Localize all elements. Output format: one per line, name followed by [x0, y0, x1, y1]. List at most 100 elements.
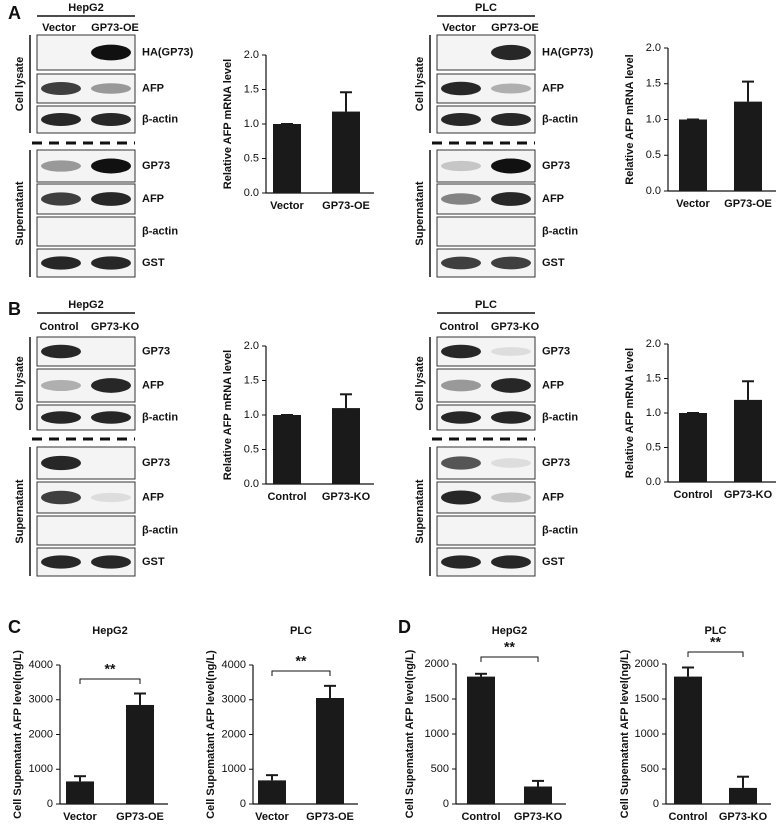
significance-bracket	[687, 651, 744, 657]
row-label: AFP	[542, 193, 564, 205]
y-tick-label: 1000	[635, 728, 659, 740]
band	[91, 555, 131, 569]
row-label: β-actin	[542, 113, 578, 125]
band	[41, 555, 81, 569]
y-tick-label: 1.0	[646, 407, 661, 419]
row-label: GST	[542, 257, 565, 269]
significance-bracket	[79, 678, 141, 684]
blot-box	[436, 515, 536, 546]
row-label: GST	[142, 556, 165, 568]
band	[41, 344, 81, 359]
group-label: Cell lysate	[14, 57, 26, 111]
significance-label: **	[710, 634, 721, 650]
band	[441, 555, 481, 569]
band	[91, 113, 131, 126]
row-label: GST	[142, 257, 165, 269]
y-tick-label: 0.0	[244, 187, 259, 199]
x-tick-label: Control	[668, 811, 707, 823]
y-tick-label: 2.0	[244, 49, 259, 61]
x-tick-label: GP73-OE	[322, 200, 370, 212]
bar	[273, 124, 301, 193]
band	[441, 193, 481, 205]
row-label: AFP	[542, 491, 564, 503]
y-tick-label: 500	[431, 763, 449, 775]
band	[91, 411, 131, 424]
group-label: Cell lysate	[414, 356, 426, 410]
x-tick-label: Vector	[255, 811, 289, 823]
band	[441, 160, 481, 172]
y-axis-label: Relative AFP mRNA level	[222, 59, 234, 189]
lane-label: Control	[39, 321, 78, 333]
y-tick-label: 4000	[29, 659, 53, 671]
blot-box	[36, 216, 136, 247]
bar	[273, 415, 301, 484]
panel-letter: B	[8, 299, 21, 319]
y-tick-label: 0.5	[244, 152, 259, 164]
bar	[674, 676, 702, 804]
x-tick-label: GP73-KO	[322, 491, 371, 503]
band	[441, 256, 481, 270]
y-tick-label: 2000	[29, 728, 53, 740]
group-label: Supernatant	[14, 479, 26, 544]
band	[441, 490, 481, 505]
y-tick-label: 1.5	[646, 372, 661, 384]
band	[491, 555, 531, 569]
x-tick-label: GP73-KO	[514, 811, 563, 823]
y-tick-label: 2.0	[646, 338, 661, 350]
y-tick-label: 2000	[425, 658, 449, 670]
significance-label: **	[504, 639, 515, 655]
significance-label: **	[296, 653, 307, 669]
y-tick-label: 0	[653, 798, 659, 810]
row-label: GP73	[142, 160, 170, 172]
y-tick-label: 0	[47, 798, 53, 810]
x-tick-label: Vector	[270, 200, 304, 212]
y-tick-label: 2000	[222, 728, 246, 740]
y-tick-label: 1500	[635, 693, 659, 705]
row-label: GST	[542, 556, 565, 568]
bar	[734, 101, 762, 191]
significance-bracket	[271, 670, 331, 676]
row-label: GP73	[142, 345, 170, 357]
y-tick-label: 0.0	[244, 478, 259, 490]
y-tick-label: 0.5	[646, 441, 661, 453]
row-label: AFP	[142, 193, 164, 205]
panel-letter: C	[8, 617, 21, 637]
row-label: HA(GP73)	[542, 46, 594, 58]
y-tick-label: 1.5	[244, 374, 259, 386]
band	[491, 492, 531, 503]
blot-box	[36, 515, 136, 546]
x-tick-label: Vector	[63, 811, 97, 823]
y-tick-label: 1.0	[244, 118, 259, 130]
band	[441, 411, 481, 424]
x-tick-label: GP73-KO	[719, 811, 768, 823]
group-label: Supernatant	[14, 181, 26, 246]
band	[41, 113, 81, 126]
band	[91, 492, 131, 503]
y-tick-label: 500	[641, 763, 659, 775]
band	[441, 456, 481, 470]
x-tick-label: Control	[673, 489, 712, 501]
lane-label: Vector	[42, 22, 76, 34]
y-tick-label: 0	[443, 798, 449, 810]
row-label: GP73	[542, 457, 570, 469]
y-tick-label: 4000	[222, 659, 246, 671]
band	[491, 192, 531, 206]
y-axis-label: Relative AFP mRNA level	[222, 350, 234, 480]
band	[91, 44, 131, 61]
row-label: AFP	[142, 379, 164, 391]
y-tick-label: 3000	[222, 694, 246, 706]
row-label: β-actin	[542, 225, 578, 237]
y-tick-label: 2.0	[646, 42, 661, 54]
band	[41, 411, 81, 424]
y-axis-label: Cell Supematant AFP level(ng/L)	[12, 650, 24, 819]
x-tick-label: Vector	[676, 198, 710, 210]
group-label: Supernatant	[414, 181, 426, 246]
y-tick-label: 0.5	[646, 149, 661, 161]
y-axis-label: Cell Supematant AFP level(ng/L)	[205, 650, 217, 819]
y-tick-label: 1000	[425, 728, 449, 740]
blot-title: HepG2	[68, 2, 103, 14]
row-label: GP73	[542, 160, 570, 172]
row-label: AFP	[142, 491, 164, 503]
band	[441, 379, 481, 392]
chart-title: HepG2	[492, 625, 527, 637]
